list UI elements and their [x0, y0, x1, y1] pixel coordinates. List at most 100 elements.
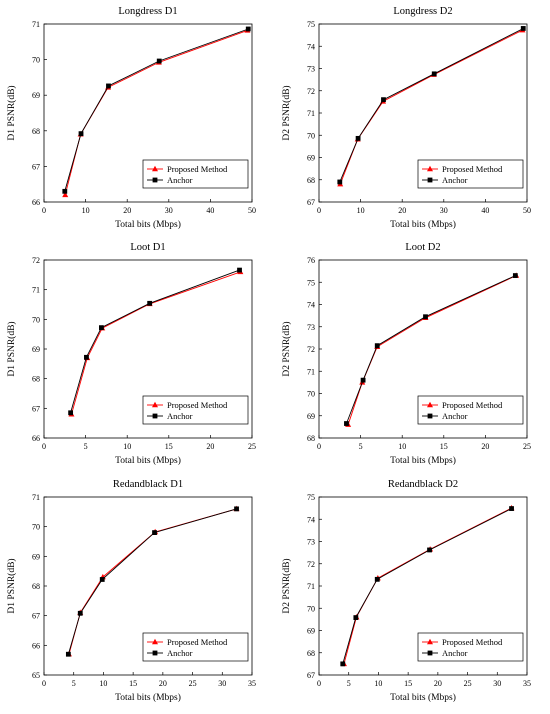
y-tick-label: 67 — [32, 612, 40, 621]
data-point — [99, 577, 105, 582]
x-tick-label: 25 — [189, 679, 197, 688]
y-tick-label: 73 — [307, 538, 315, 547]
y-tick-label: 67 — [32, 404, 40, 413]
chart-title: Longdress D1 — [118, 6, 177, 17]
x-tick-label: 50 — [248, 206, 256, 215]
chart-title: Loot D1 — [130, 242, 165, 253]
data-point — [99, 325, 104, 331]
data-point — [355, 135, 361, 141]
data-point — [353, 615, 359, 620]
chart-svg: Longdress D1 0 10 20 30 40 50 66 67 68 69 70 71 Total… — [6, 6, 256, 230]
y-tick-label: 65 — [32, 671, 40, 680]
y-tick-label: 69 — [307, 154, 315, 163]
legend-marker — [427, 650, 433, 656]
legend-marker — [152, 413, 158, 419]
legend-label: Anchor — [167, 411, 193, 421]
legend-marker — [427, 177, 433, 183]
y-axis-label: D1 PSNR(dB) — [6, 321, 17, 376]
data-point — [237, 267, 242, 273]
chart-title: Loot D2 — [405, 242, 440, 253]
x-tick-label: 5 — [72, 679, 76, 688]
y-tick-label: 72 — [307, 345, 315, 354]
x-tick-label: 30 — [218, 679, 226, 688]
data-point — [77, 610, 83, 616]
chart-panel: Longdress D1 0 10 20 30 40 50 66 67 68 69 70 71 Total… — [0, 0, 275, 236]
data-point — [374, 576, 380, 582]
x-tick-label: 15 — [404, 679, 412, 688]
legend-label: Proposed Method — [167, 400, 228, 410]
legend-marker — [152, 650, 158, 656]
series-line — [339, 28, 524, 183]
data-point — [62, 188, 68, 194]
x-tick-label: 0 — [317, 679, 321, 688]
chart-panel: Redandblack D2 0 5 10 15 20 25 30 35 67 68 69 70 71 72… — [275, 473, 550, 709]
chart-svg: Redandblack D1 0 5 10 15 20 25 30 35 65 66 67 68 69 70… — [6, 479, 256, 703]
legend-label: Proposed Method — [442, 164, 503, 174]
legend-marker — [427, 165, 433, 172]
y-axis-label: D1 PSNR(dB) — [6, 85, 17, 140]
chart-svg: Longdress D2 0 10 20 30 40 50 67 68 69 70 71 72 73 74 7… — [281, 6, 531, 230]
y-tick-label: 69 — [307, 627, 315, 636]
chart-panel: Loot D1 0 5 10 15 20 25 66 67 68 69 70 71 72 Total bit… — [0, 236, 275, 472]
data-point — [106, 83, 111, 89]
y-tick-label: 72 — [32, 256, 40, 265]
data-point — [156, 58, 162, 64]
data-point — [374, 343, 380, 349]
chart-svg: Loot D2 0 5 10 15 20 25 68 69 70 71 72 73 74 75 76 Total… — [281, 242, 531, 466]
chart-panel: Longdress D2 0 10 20 30 40 50 67 68 69 70 71 72 73 74 7… — [275, 0, 550, 236]
x-axis-label: Total bits (Mbps) — [390, 692, 456, 703]
y-tick-label: 72 — [307, 560, 315, 569]
y-tick-label: 74 — [307, 42, 315, 51]
data-point — [152, 530, 157, 535]
chart-svg: Loot D1 0 5 10 15 20 25 66 67 68 69 70 71 72 Total bit… — [6, 242, 256, 466]
y-tick-label: 75 — [307, 278, 315, 287]
x-tick-label: 40 — [481, 206, 489, 215]
x-tick-label: 0 — [42, 442, 46, 451]
legend-box — [142, 159, 249, 189]
x-tick-label: 20 — [434, 679, 442, 688]
x-tick-label: 30 — [165, 206, 173, 215]
data-point — [520, 26, 526, 31]
legend-marker — [152, 165, 158, 172]
x-tick-label: 15 — [440, 442, 448, 451]
x-tick-label: 5 — [359, 442, 363, 451]
y-axis-label: D1 PSNR(dB) — [6, 558, 17, 613]
y-tick-label: 71 — [32, 493, 40, 502]
y-tick-label: 71 — [307, 582, 315, 591]
x-tick-label: 0 — [42, 206, 46, 215]
legend-box — [142, 632, 249, 662]
x-axis-label: Total bits (Mbps) — [390, 219, 456, 230]
data-point — [344, 421, 349, 426]
x-tick-label: 10 — [357, 206, 365, 215]
y-tick-label: 71 — [307, 367, 315, 376]
x-tick-label: 0 — [42, 679, 46, 688]
legend-marker — [152, 177, 158, 183]
y-tick-label: 69 — [32, 552, 40, 561]
legend-marker — [427, 401, 433, 408]
series-line — [71, 271, 241, 415]
y-tick-label: 66 — [32, 434, 40, 443]
x-tick-label: 20 — [123, 206, 131, 215]
y-tick-label: 67 — [307, 671, 315, 680]
x-tick-label: 30 — [493, 679, 501, 688]
legend-box — [417, 159, 524, 189]
data-point — [234, 506, 239, 512]
x-tick-label: 10 — [398, 442, 406, 451]
x-tick-label: 40 — [206, 206, 214, 215]
data-point — [245, 26, 251, 32]
x-tick-label: 25 — [248, 442, 256, 451]
x-tick-label: 25 — [464, 679, 472, 688]
data-point — [360, 377, 366, 383]
data-point — [509, 506, 514, 511]
y-tick-label: 70 — [32, 56, 40, 65]
legend-label: Anchor — [442, 411, 468, 421]
y-tick-label: 71 — [32, 286, 40, 295]
y-tick-label: 71 — [32, 20, 40, 29]
x-tick-label: 50 — [523, 206, 531, 215]
y-axis-label: D2 PSNR(dB) — [281, 321, 292, 376]
x-tick-label: 10 — [99, 679, 107, 688]
legend-box — [417, 632, 524, 662]
x-axis-label: Total bits (Mbps) — [115, 219, 181, 230]
x-tick-label: 20 — [481, 442, 489, 451]
x-tick-label: 10 — [123, 442, 131, 451]
